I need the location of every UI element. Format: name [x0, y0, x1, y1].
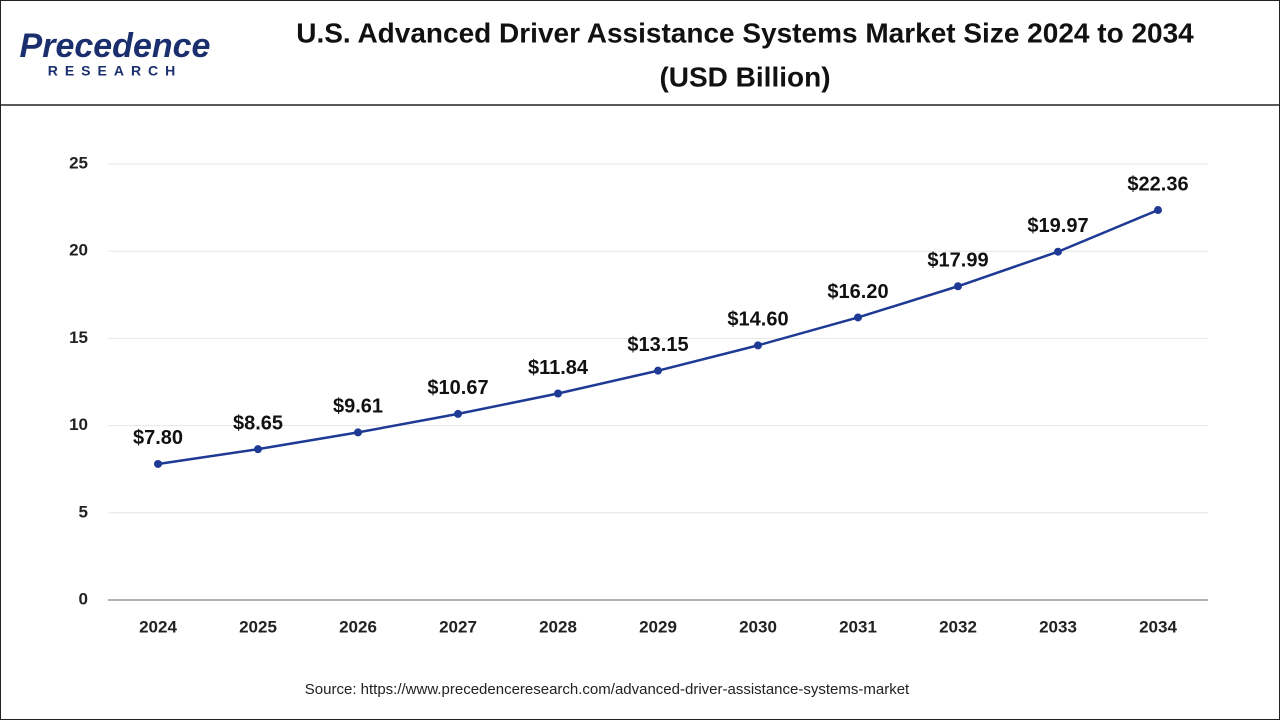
- data-label: $16.20: [827, 281, 888, 303]
- x-tick-label: 2026: [339, 617, 377, 636]
- x-tick-label: 2025: [239, 617, 277, 636]
- x-tick-label: 2031: [839, 617, 877, 636]
- y-tick-label: 25: [69, 153, 88, 172]
- data-label: $19.97: [1027, 215, 1088, 237]
- y-tick-label: 10: [69, 415, 88, 434]
- data-label: $14.60: [727, 309, 788, 331]
- data-point: [454, 409, 462, 418]
- data-point: [954, 282, 962, 291]
- data-point: [254, 445, 262, 454]
- data-point: [1054, 247, 1062, 256]
- x-tick-label: 2029: [639, 617, 677, 636]
- x-tick-label: 2032: [939, 617, 977, 636]
- brand-tagline: RESEARCH: [48, 63, 183, 79]
- source-note: Source: https://www.precedenceresearch.c…: [305, 681, 910, 698]
- y-tick-label: 5: [79, 502, 88, 521]
- data-point: [754, 341, 762, 350]
- x-tick-label: 2028: [539, 617, 577, 636]
- data-label: $17.99: [927, 250, 988, 272]
- data-point: [654, 366, 662, 375]
- data-label: $9.61: [333, 396, 383, 418]
- x-tick-label: 2024: [139, 617, 177, 636]
- data-point: [554, 389, 562, 398]
- data-point: [354, 428, 362, 437]
- chart-title: U.S. Advanced Driver Assistance Systems …: [296, 17, 1194, 48]
- y-tick-label: 0: [79, 589, 88, 608]
- y-tick-label: 15: [69, 328, 88, 347]
- x-tick-label: 2034: [1139, 617, 1177, 636]
- data-label: $22.36: [1127, 173, 1188, 195]
- data-label: $10.67: [427, 377, 488, 399]
- data-point: [854, 313, 862, 322]
- data-label: $8.65: [233, 412, 283, 434]
- chart-subtitle: (USD Billion): [659, 61, 830, 92]
- x-tick-label: 2033: [1039, 617, 1077, 636]
- y-tick-label: 20: [69, 241, 88, 260]
- data-label: $13.15: [627, 334, 688, 356]
- data-label: $7.80: [133, 427, 183, 449]
- x-tick-label: 2030: [739, 617, 777, 636]
- x-tick-label: 2027: [439, 617, 477, 636]
- data-point: [154, 459, 162, 468]
- data-point: [1154, 206, 1162, 215]
- brand-name: Precedence: [20, 27, 211, 65]
- data-label: $11.84: [528, 357, 589, 379]
